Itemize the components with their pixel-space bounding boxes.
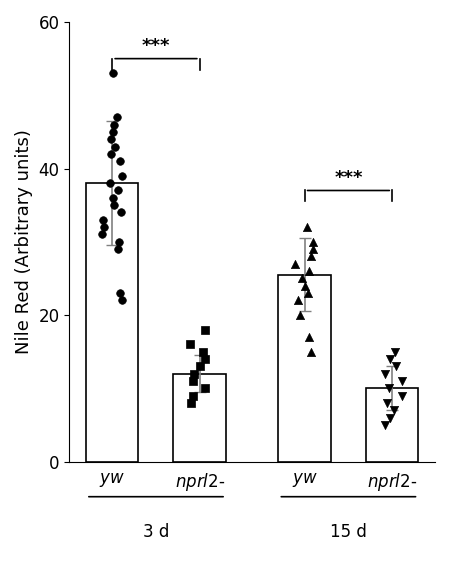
Point — [189, 391, 196, 400]
Point — [110, 128, 117, 137]
Point — [385, 384, 392, 393]
Point — [99, 230, 106, 239]
Point — [196, 362, 203, 371]
Point — [304, 289, 311, 298]
Point — [310, 237, 317, 246]
Point — [110, 201, 117, 210]
Point — [383, 399, 390, 408]
Point — [111, 120, 118, 129]
Point — [387, 413, 394, 422]
Point — [106, 179, 113, 188]
Bar — [366, 388, 418, 462]
Point — [108, 149, 115, 158]
Point — [107, 135, 114, 144]
Point — [115, 186, 122, 195]
Text: 15 d: 15 d — [330, 523, 367, 541]
Point — [309, 244, 316, 253]
Point — [201, 354, 208, 363]
Point — [381, 420, 388, 429]
Point — [390, 406, 397, 415]
Point — [399, 391, 406, 400]
Point — [202, 384, 209, 393]
Point — [112, 142, 119, 151]
Text: 3 d: 3 d — [143, 523, 169, 541]
Point — [114, 244, 122, 253]
Point — [188, 399, 195, 408]
Point — [295, 296, 302, 305]
Point — [296, 311, 303, 320]
Bar — [86, 183, 139, 462]
Y-axis label: Nile Red (Arbitrary units): Nile Red (Arbitrary units) — [15, 129, 33, 354]
Point — [298, 274, 306, 283]
Point — [392, 347, 399, 356]
Point — [190, 369, 198, 378]
Point — [109, 193, 117, 202]
Point — [117, 289, 124, 298]
Point — [305, 266, 312, 276]
Point — [113, 113, 121, 122]
Point — [303, 223, 310, 232]
Text: ***: *** — [142, 37, 170, 55]
Bar — [279, 275, 331, 462]
Point — [308, 252, 315, 261]
Point — [291, 259, 298, 268]
Point — [202, 325, 209, 334]
Point — [382, 369, 389, 378]
Point — [306, 332, 313, 341]
Point — [398, 376, 405, 386]
Point — [199, 347, 206, 356]
Point — [386, 354, 393, 363]
Point — [118, 171, 126, 180]
Point — [302, 281, 309, 290]
Bar — [174, 374, 226, 462]
Text: ***: *** — [334, 169, 363, 187]
Point — [117, 208, 125, 217]
Point — [119, 296, 126, 305]
Point — [190, 376, 197, 386]
Point — [100, 223, 107, 232]
Point — [110, 69, 117, 78]
Point — [116, 237, 123, 246]
Point — [117, 156, 124, 166]
Point — [186, 340, 193, 349]
Point — [307, 347, 314, 356]
Point — [99, 215, 107, 225]
Point — [392, 362, 399, 371]
